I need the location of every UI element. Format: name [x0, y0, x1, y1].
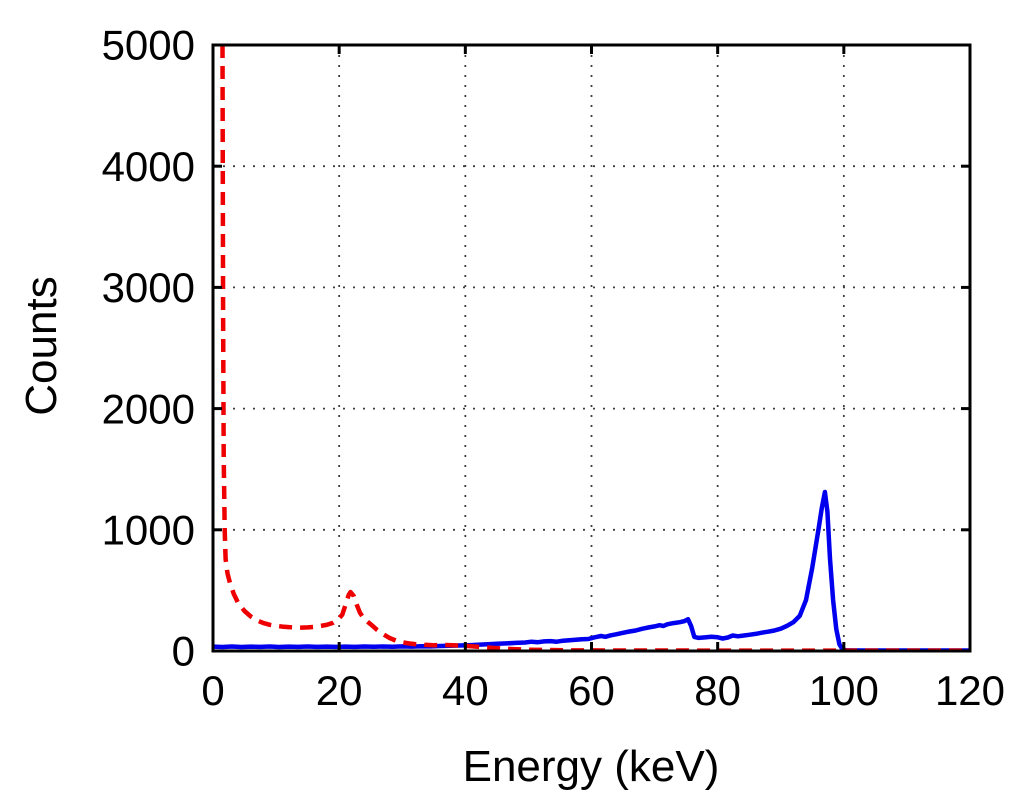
y-tick-label: 0	[172, 628, 195, 675]
x-tick-label: 120	[935, 667, 1005, 714]
tick-marks	[213, 45, 970, 651]
x-axis-title: Energy (keV)	[462, 742, 720, 791]
blue-solid-spectrum	[212, 489, 970, 652]
x-tick-label: 0	[201, 667, 224, 714]
y-axis-title: Counts	[17, 276, 66, 416]
y-tick-label: 3000	[102, 264, 195, 311]
y-tick-label: 2000	[102, 385, 195, 432]
x-tick-label: 20	[316, 667, 363, 714]
x-tick-label: 40	[442, 667, 489, 714]
y-tick-label: 1000	[102, 507, 195, 554]
x-tick-label: 100	[809, 667, 879, 714]
tick-labels: 0 20 40 60 80 100 120 0 1000 2000 3000 4000 5000	[102, 22, 1005, 714]
y-tick-label: 5000	[102, 22, 195, 69]
red-dashed-spectrum	[220, 44, 970, 652]
x-tick-label: 60	[568, 667, 615, 714]
y-tick-label: 4000	[102, 143, 195, 190]
x-tick-label: 80	[694, 667, 741, 714]
grid	[213, 45, 970, 651]
